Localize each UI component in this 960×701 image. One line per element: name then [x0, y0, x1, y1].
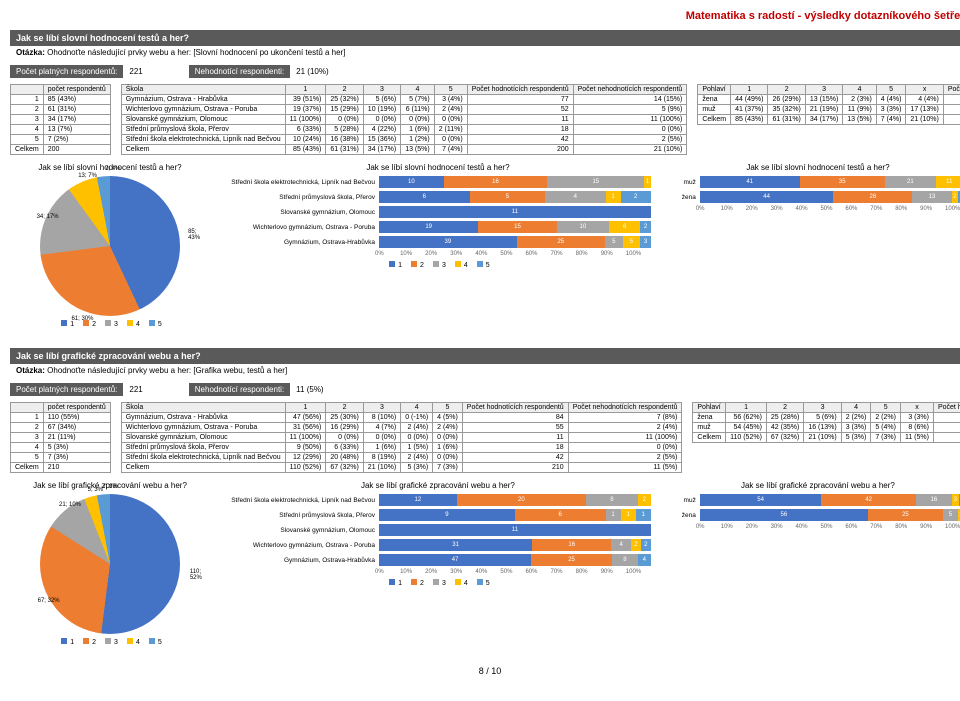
q2-stacked-gender: muž54421635žena56255220%10%20%30%40%50%6…: [666, 494, 960, 530]
q2-ratings-table: počet respondentů1110 (55%)267 (34%)321 …: [10, 402, 111, 473]
q1-stacked-school: Střední škola elektrotechnická, Lipník n…: [225, 176, 651, 269]
q1-school-table: Škola12345Počet hodnotících respondentůP…: [121, 84, 688, 155]
q2-stacked-gender-title: Jak se líbí grafické zpracování webu a h…: [666, 481, 960, 490]
q1-gender-table: Pohlaví12345xPočet hodnotících responden…: [697, 84, 960, 125]
q2-title: Jak se líbí grafické zpracování webu a h…: [10, 348, 960, 364]
q2-meta: Počet platných respondentů:221 Nehodnotí…: [10, 383, 960, 396]
q2-school-table: Škola12345Počet hodnotících respondentůP…: [121, 402, 683, 473]
q1-meta: Počet platných respondentů:221 Nehodnotí…: [10, 65, 960, 78]
q1-ratings-table: počet respondentů185 (43%)261 (31%)334 (…: [10, 84, 111, 155]
page-header: Matematika s radostí - výsledky dotazník…: [10, 10, 960, 22]
q1-pie-legend: 12345: [10, 320, 210, 328]
q2-question: Otázka: Ohodnoťte následující prvky webu…: [10, 364, 960, 377]
q2-gender-table: Pohlaví12345xPočet hodnotících responden…: [692, 402, 960, 443]
q2-stacked-school-title: Jak se líbí grafické zpracování webu a h…: [225, 481, 651, 490]
q1-stacked-school-title: Jak se líbí slovní hodnocení testů a her…: [225, 163, 651, 172]
q2-pie: 110; 52%67; 32%21; 10%5; 3%7; 3%: [40, 494, 180, 634]
q1-pie: 85; 43%61; 30%34; 17%13; 7%7; 4%: [40, 176, 180, 316]
q1-stacked-gender: muž413521113žena442613240%10%20%30%40%50…: [666, 176, 960, 212]
q1-stacked-gender-title: Jak se líbí slovní hodnocení testů a her…: [666, 163, 960, 172]
q1-title: Jak se líbí slovní hodnocení testů a her…: [10, 30, 960, 46]
q1-question: Otázka: Ohodnoťte následující prvky webu…: [10, 46, 960, 59]
q2-pie-legend: 12345: [10, 638, 210, 646]
q2-stacked-school: Střední škola elektrotechnická, Lipník n…: [225, 494, 651, 587]
page-number: 8 / 10: [10, 666, 960, 676]
